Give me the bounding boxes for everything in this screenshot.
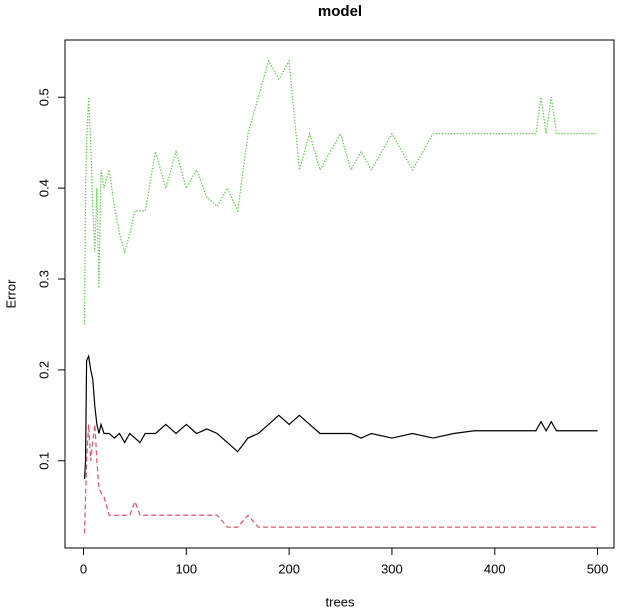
x-axis-label: trees — [326, 594, 355, 609]
y-tick-label: 0.2 — [36, 361, 51, 379]
x-tick-label: 300 — [381, 561, 403, 576]
x-tick-label: 200 — [278, 561, 300, 576]
y-tick-label: 0.3 — [36, 270, 51, 288]
series-line — [83, 354, 598, 479]
chart-title: model — [318, 3, 362, 20]
series-line — [83, 424, 598, 534]
x-tick-label: 100 — [175, 561, 197, 576]
y-tick-label: 0.1 — [36, 452, 51, 470]
x-tick-label: 400 — [484, 561, 506, 576]
x-tick-label: 500 — [587, 561, 609, 576]
y-tick-label: 0.4 — [36, 179, 51, 197]
x-tick-label: 0 — [80, 561, 87, 576]
y-tick-label: 0.5 — [36, 88, 51, 106]
series-line — [83, 58, 598, 325]
plot-frame — [64, 39, 615, 549]
y-axis-label: Error — [3, 279, 18, 309]
